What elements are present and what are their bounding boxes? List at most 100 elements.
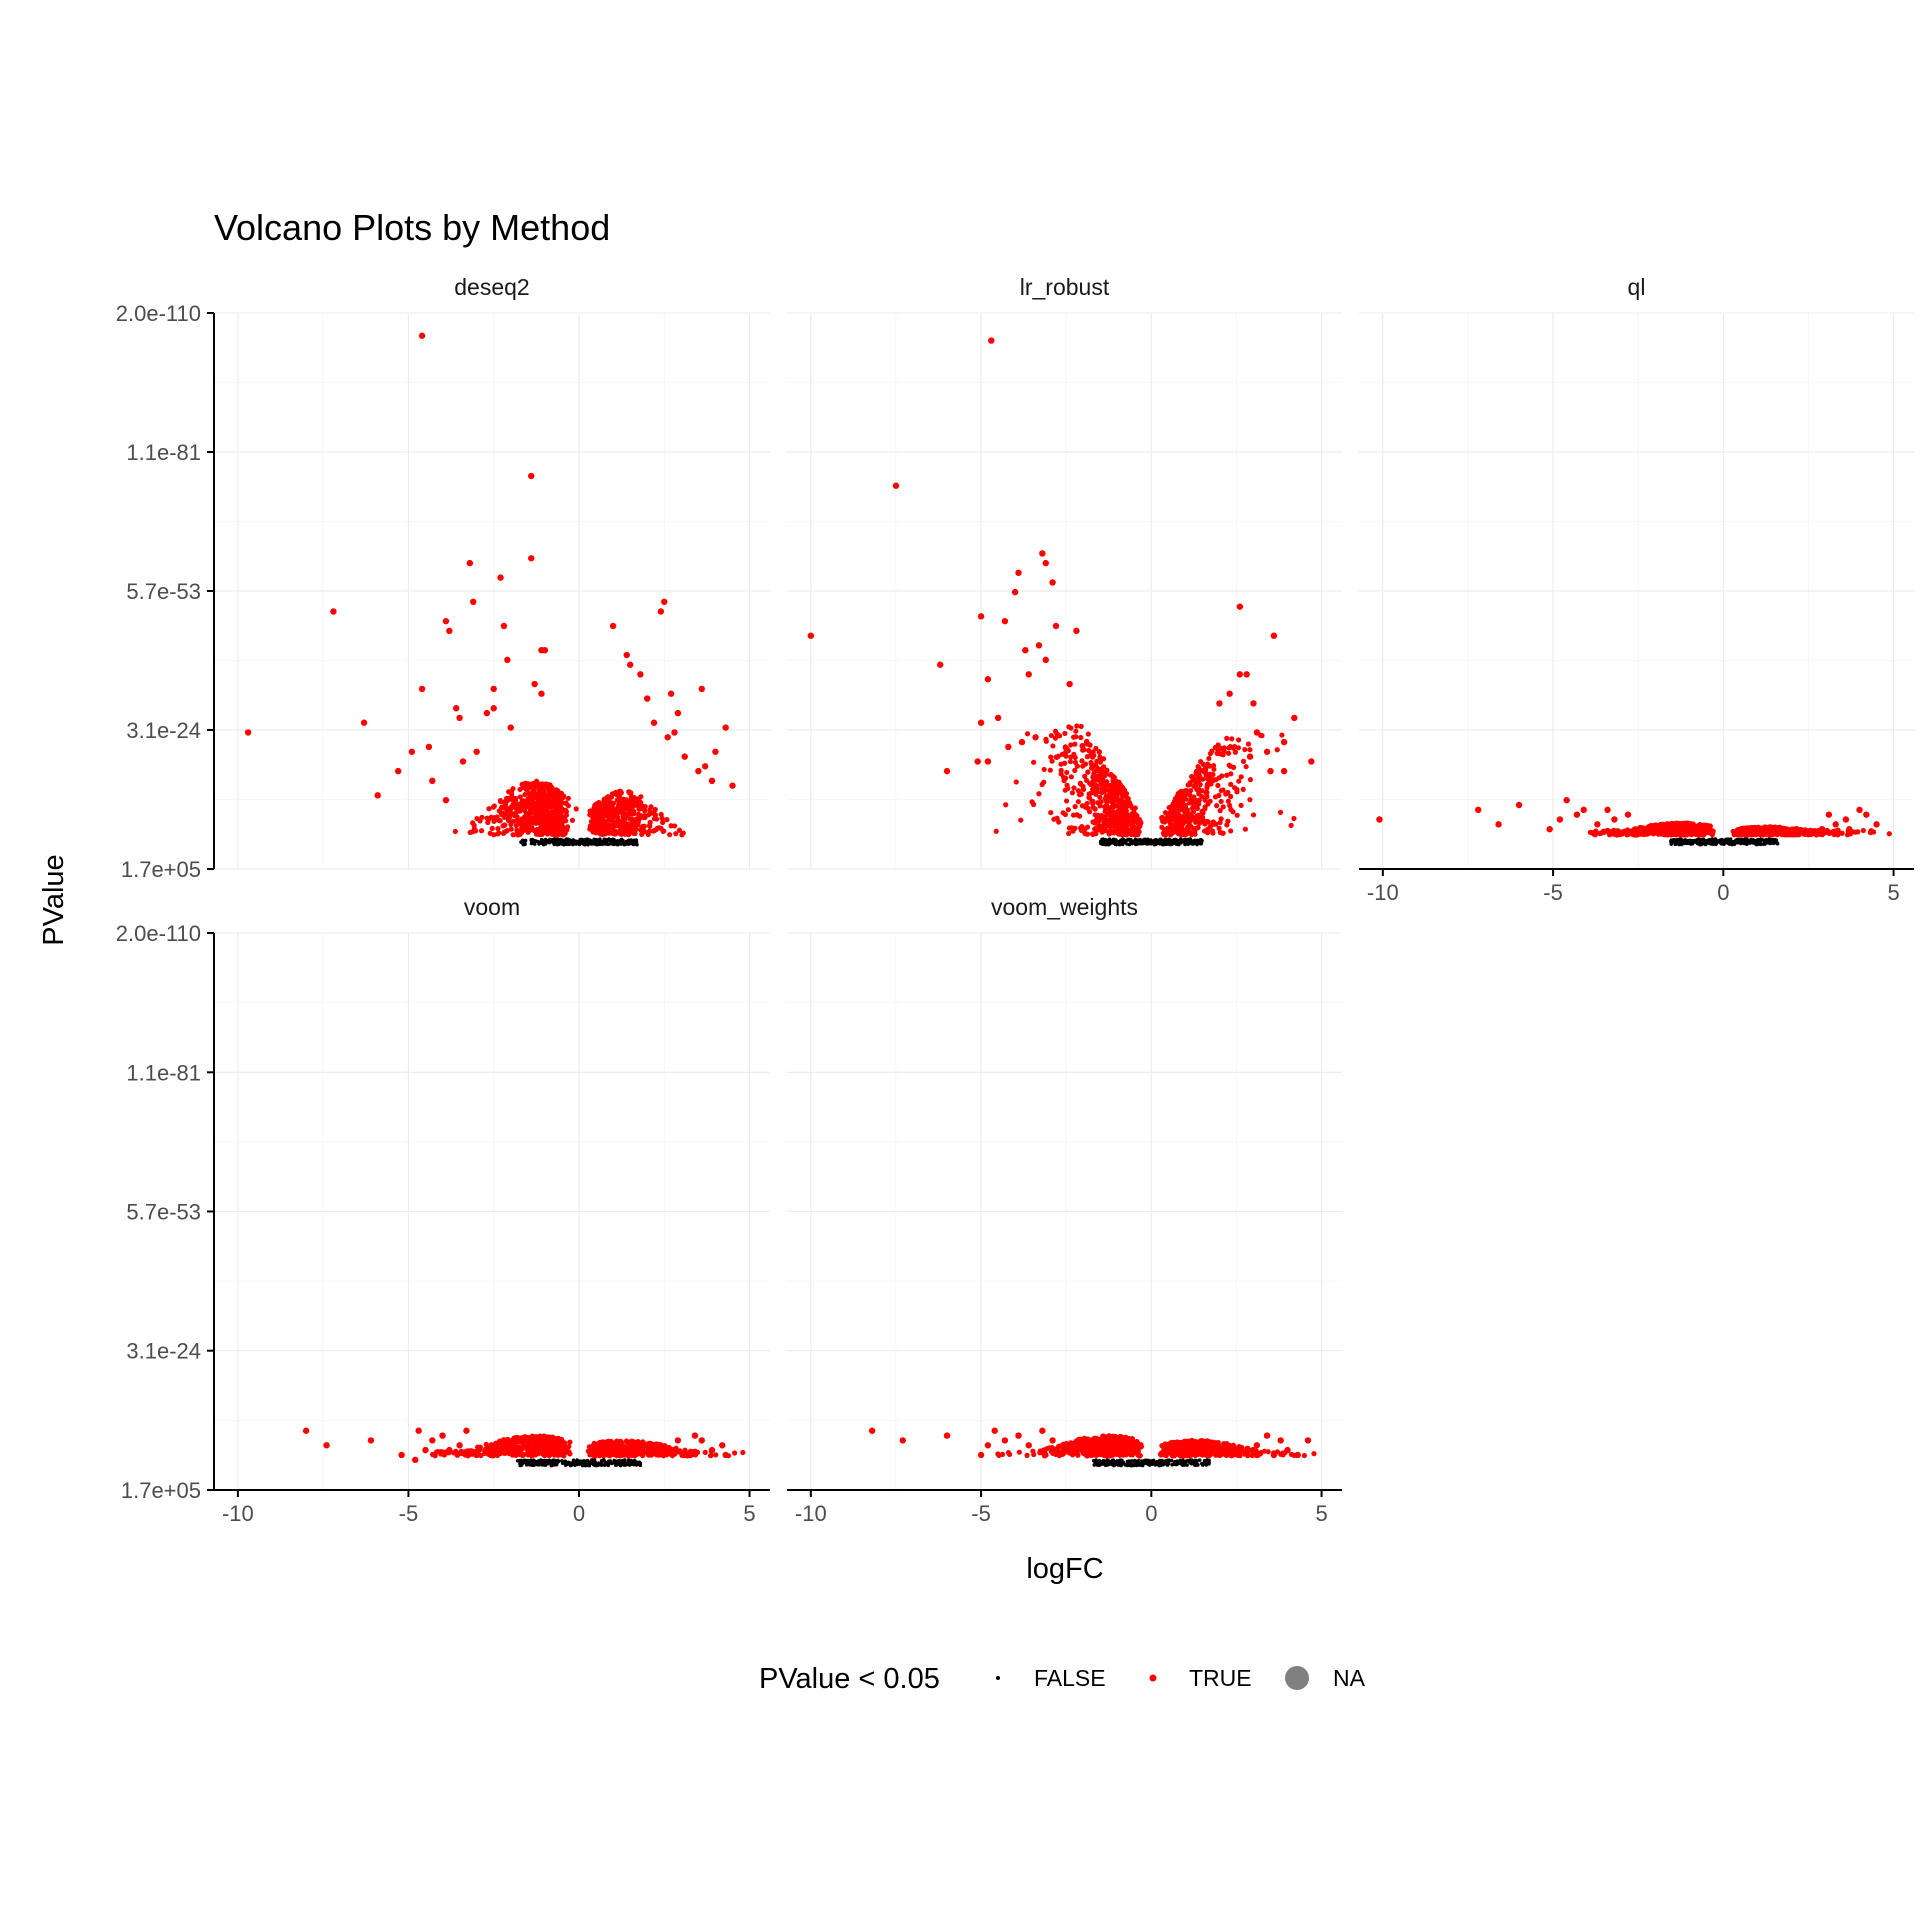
point-true xyxy=(497,1438,503,1444)
point-true xyxy=(549,823,555,829)
point-true xyxy=(1274,747,1280,753)
point-true xyxy=(511,801,517,807)
point-false xyxy=(572,1461,576,1465)
x-tick-label: 0 xyxy=(1717,880,1729,905)
point-true-outlier xyxy=(984,758,992,765)
point-true xyxy=(540,805,546,811)
point-false xyxy=(633,1460,638,1465)
point-false xyxy=(1711,842,1716,847)
y-tick-label: 2.0e-110 xyxy=(116,921,201,946)
point-true-outlier xyxy=(719,1442,726,1449)
point-true-outlier xyxy=(695,767,702,775)
point-false xyxy=(1680,841,1684,846)
point-false xyxy=(1099,841,1103,846)
point-true-outlier xyxy=(657,608,665,615)
point-true-outlier xyxy=(644,695,651,702)
point-false xyxy=(1757,838,1762,842)
point-true xyxy=(1784,826,1790,832)
point-true-outlier xyxy=(446,1446,453,1454)
point-true xyxy=(521,785,527,791)
point-true xyxy=(740,1449,746,1456)
point-false xyxy=(630,1461,634,1465)
point-true-outlier xyxy=(1280,767,1288,775)
point-true xyxy=(1102,828,1109,834)
y-tick-label: 5.7e-53 xyxy=(126,1199,201,1224)
point-true-outlier xyxy=(528,472,535,480)
point-true xyxy=(1082,761,1089,767)
point-false xyxy=(1190,839,1195,844)
point-true-outlier xyxy=(650,719,658,726)
point-true xyxy=(569,817,576,823)
point-true xyxy=(1095,800,1101,806)
point-true xyxy=(713,1452,719,1458)
point-false xyxy=(596,1461,601,1466)
point-true xyxy=(610,800,617,806)
point-false xyxy=(1707,838,1711,842)
point-false xyxy=(604,842,609,846)
point-true xyxy=(1247,747,1253,753)
point-true xyxy=(1640,831,1647,837)
point-true-outlier xyxy=(637,671,644,678)
point-true xyxy=(1068,754,1074,760)
point-true xyxy=(1085,731,1091,737)
point-true xyxy=(510,786,516,792)
point-true-outlier xyxy=(541,646,549,654)
point-true-outlier xyxy=(429,777,436,785)
point-false xyxy=(1183,837,1187,842)
point-true xyxy=(615,809,621,815)
point-true xyxy=(1099,790,1105,796)
point-true-outlier xyxy=(418,332,426,339)
point-true-outlier xyxy=(708,777,716,785)
point-false xyxy=(601,839,606,843)
point-true-outlier xyxy=(439,1432,446,1439)
point-true xyxy=(626,811,632,817)
point-false xyxy=(532,838,537,843)
point-true xyxy=(553,788,559,794)
point-true xyxy=(526,1441,532,1447)
point-false xyxy=(1728,837,1733,842)
point-true-outlier xyxy=(446,627,453,635)
point-true-outlier xyxy=(729,782,736,789)
point-true xyxy=(465,1448,471,1454)
point-true xyxy=(616,793,622,799)
point-true xyxy=(1191,826,1197,832)
panel-voom: voom2.0e-1101.1e-815.7e-533.1e-241.7e+05… xyxy=(116,894,770,1526)
point-true xyxy=(470,820,476,826)
point-true xyxy=(520,1439,526,1446)
point-true xyxy=(1078,827,1085,834)
point-true xyxy=(646,812,652,818)
point-true xyxy=(1734,832,1741,838)
point-true xyxy=(531,1440,537,1447)
point-true-outlier xyxy=(398,1451,405,1459)
point-true xyxy=(536,799,542,805)
point-true-outlier xyxy=(459,758,467,765)
point-true-outlier xyxy=(538,690,545,697)
point-true xyxy=(1177,794,1183,800)
point-true xyxy=(658,811,664,818)
point-true xyxy=(1174,800,1180,807)
point-true xyxy=(1090,831,1096,837)
point-true xyxy=(1092,762,1098,769)
point-true xyxy=(1240,758,1247,764)
points-voom_weights xyxy=(868,1427,1317,1468)
point-true xyxy=(639,831,645,838)
point-false xyxy=(560,1458,564,1463)
point-true xyxy=(544,792,550,798)
point-false xyxy=(554,837,559,842)
point-true xyxy=(1174,812,1180,818)
point-true-outlier xyxy=(698,1437,705,1444)
point-true xyxy=(1065,748,1071,754)
point-true-outlier xyxy=(1022,646,1029,654)
point-true xyxy=(561,831,567,837)
point-true xyxy=(1119,793,1126,799)
point-true xyxy=(1291,815,1297,822)
point-true-outlier xyxy=(722,1451,729,1459)
point-true xyxy=(602,1443,609,1449)
point-false xyxy=(625,1461,629,1465)
point-true xyxy=(1768,824,1774,830)
point-true-outlier xyxy=(623,651,630,659)
point-true xyxy=(1202,797,1208,803)
point-false xyxy=(1721,839,1726,843)
point-true xyxy=(702,1449,708,1455)
point-true-outlier xyxy=(466,559,474,567)
